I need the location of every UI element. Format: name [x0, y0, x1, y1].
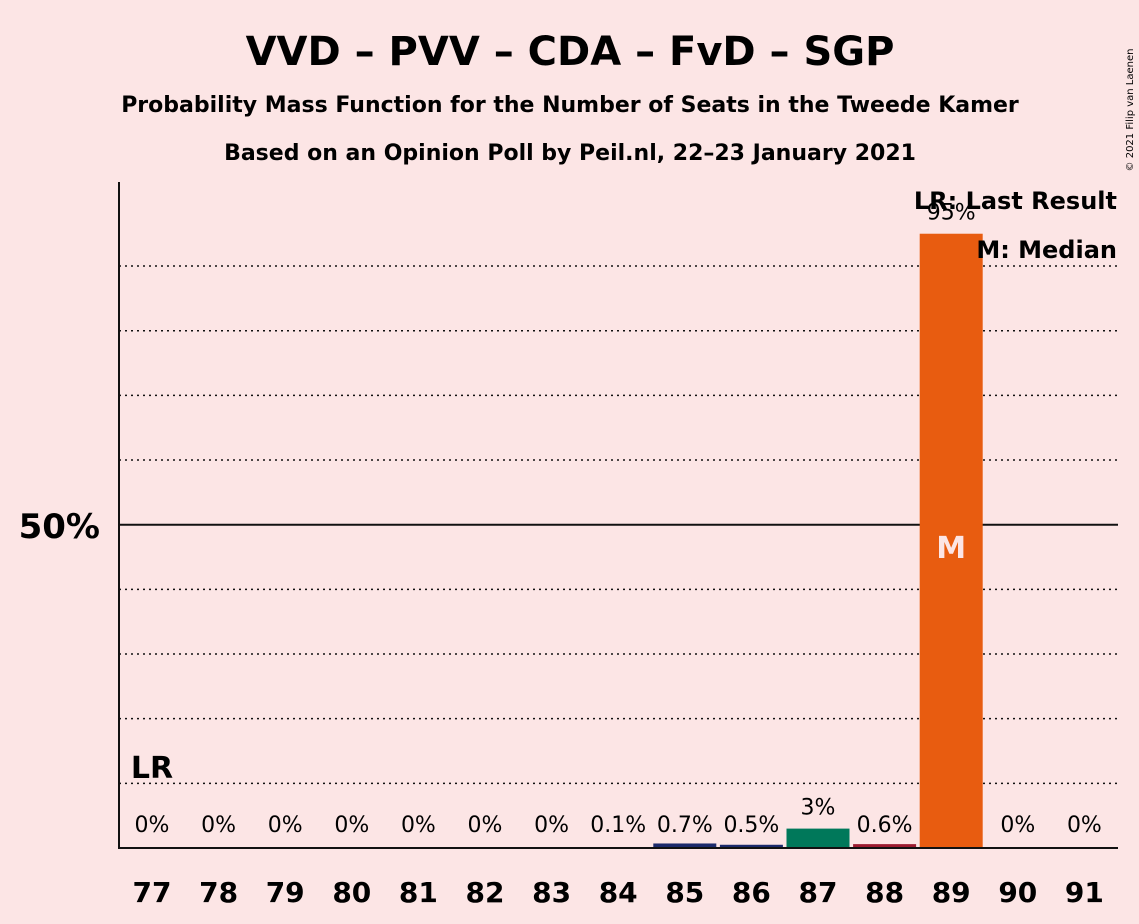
x-tick-88: 88 [865, 876, 904, 909]
data-label-88: 0.6% [857, 813, 913, 838]
data-label-86: 0.5% [723, 813, 779, 838]
x-tick-83: 83 [532, 876, 571, 909]
legend-median: M: Median [976, 236, 1117, 264]
gridlines [119, 265, 1118, 785]
x-tick-82: 82 [466, 876, 505, 909]
data-label-83: 0% [534, 813, 569, 838]
median-marker: M [936, 531, 966, 566]
data-label-79: 0% [268, 813, 303, 838]
chart-title: VVD – PVV – CDA – FvD – SGP [246, 29, 895, 75]
x-tick-87: 87 [799, 876, 838, 909]
legend-last-result: LR: Last Result [914, 187, 1117, 215]
data-label-87: 3% [801, 796, 836, 821]
x-tick-85: 85 [665, 876, 704, 909]
x-tick-77: 77 [133, 876, 172, 909]
bar-88 [853, 844, 917, 848]
data-label-81: 0% [401, 813, 436, 838]
x-tick-80: 80 [332, 876, 371, 909]
x-tick-91: 91 [1065, 876, 1104, 909]
last-result-marker: LR [131, 751, 173, 786]
y-tick-label-50: 50% [19, 507, 100, 547]
chart-subtitle-source: Based on an Opinion Poll by Peil.nl, 22–… [224, 141, 916, 166]
copyright-note: © 2021 Filip van Laenen [1125, 49, 1136, 172]
bar-89 [919, 233, 983, 848]
data-label-91: 0% [1067, 813, 1102, 838]
data-label-90: 0% [1000, 813, 1035, 838]
data-label-78: 0% [201, 813, 236, 838]
data-label-82: 0% [468, 813, 503, 838]
chart-subtitle: Probability Mass Function for the Number… [121, 93, 1019, 118]
data-labels: 0% 0% 0% 0% 0% 0% 0% 0.1% 0.7% 0.5% 3% 0.6% 95% 0% 0% [135, 201, 1102, 838]
data-label-85: 0.7% [657, 813, 713, 838]
data-label-89: 95% [927, 201, 976, 226]
x-tick-labels: 77 78 79 80 81 82 83 84 85 86 87 88 89 90 91 [133, 876, 1104, 909]
x-tick-90: 90 [998, 876, 1037, 909]
bar-87 [786, 828, 850, 848]
x-tick-78: 78 [199, 876, 238, 909]
x-tick-89: 89 [932, 876, 971, 909]
bar-86 [719, 844, 783, 848]
data-label-80: 0% [334, 813, 369, 838]
data-label-77: 0% [135, 813, 170, 838]
x-tick-79: 79 [266, 876, 305, 909]
bar-85 [653, 843, 717, 848]
bars [586, 233, 983, 849]
x-tick-86: 86 [732, 876, 771, 909]
data-label-84: 0.1% [590, 813, 646, 838]
x-tick-84: 84 [599, 876, 638, 909]
x-tick-81: 81 [399, 876, 438, 909]
